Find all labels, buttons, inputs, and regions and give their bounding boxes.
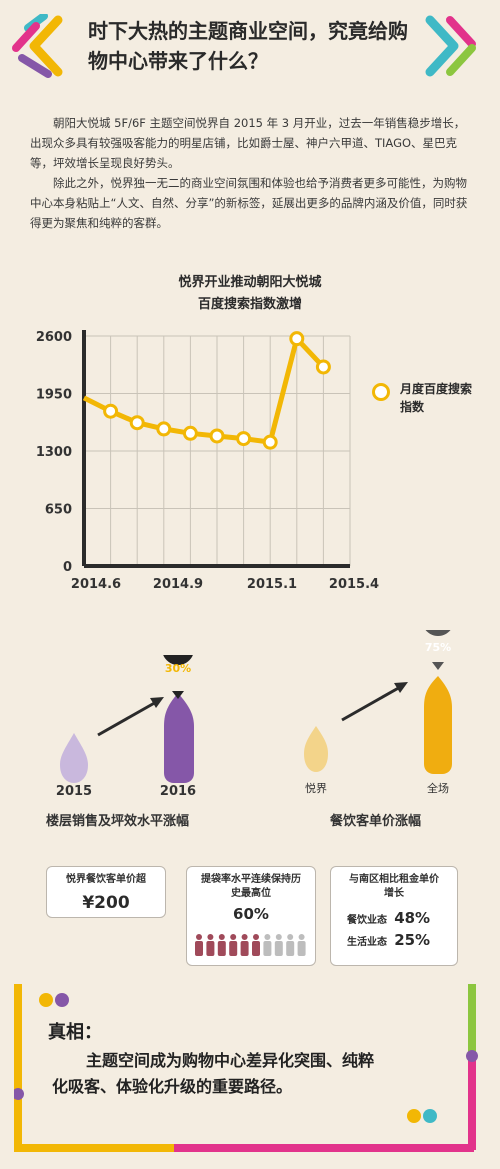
y-tick-label: 2600	[36, 330, 72, 345]
person-icon	[240, 934, 249, 956]
x-tick-label: 2014.6	[71, 577, 121, 592]
rent-row2-label: 生活业态	[347, 937, 387, 948]
person-icon	[297, 934, 306, 956]
data-point	[209, 428, 225, 444]
arrow-head-icon-2	[394, 682, 408, 693]
trend-arrow-2	[341, 684, 403, 722]
person-icon	[252, 934, 260, 956]
truth-text-line-2: 化吸客、体验化升级的重要路径。	[52, 1077, 293, 1096]
growth-comparison-dining	[304, 630, 452, 774]
search-index-line-chart: 0 650 1300 1950 2600 2014.6 2014.9 2015.1 2015.4	[36, 330, 379, 592]
y-tick-label: 650	[45, 503, 72, 518]
label-yuejie: 悦界	[305, 782, 327, 795]
right-chevron-decoration	[425, 15, 476, 77]
intro-text: 朝阳大悦城 5F/6F 主题空间悦界自 2015 年 3 月开业，过去一年销售稳…	[30, 113, 470, 233]
rent-row1-label: 餐饮业态	[347, 915, 387, 926]
stat-box-price-label: 悦界餐饮客单价超	[66, 874, 146, 885]
data-point	[182, 425, 198, 441]
stat-box-bagrate-label: 提袋率水平连续保持历史最高位	[201, 874, 301, 899]
open-quote-icon	[39, 993, 69, 1007]
stat-box-price: 悦界餐饮客单价超 ¥200	[46, 866, 166, 918]
person-icon	[263, 934, 272, 956]
data-point	[236, 431, 252, 447]
series-line	[82, 336, 326, 445]
truth-label: 真相：	[48, 1022, 102, 1043]
data-point	[289, 331, 305, 347]
intro-paragraph-2: 除此之外，悦界独一无二的商业空间氛围和体验也给予消费者更多可能性，为购物中心本身…	[30, 176, 468, 230]
data-point	[262, 434, 278, 450]
badge-75: 75%	[424, 641, 452, 654]
rent-row1-value: 48%	[394, 909, 431, 927]
badge-pin-icon	[163, 655, 193, 665]
person-icon	[274, 934, 283, 956]
drop-yuejie	[304, 726, 328, 772]
stat-box-bagrate: 提袋率水平连续保持历史最高位 60%	[186, 866, 316, 966]
page-title: 时下大热的主题商业空间，究竟给购物中心带来了什么？	[88, 19, 408, 73]
data-point	[103, 403, 119, 419]
badge-pin-icon-2	[425, 630, 451, 636]
growth-comparison-sales	[60, 655, 194, 783]
label-quanchang: 全场	[427, 782, 449, 795]
person-icon	[217, 934, 226, 956]
stat-box-rent-label: 与南区相比租金单价增长	[349, 874, 439, 899]
arrow-head-icon	[150, 697, 164, 708]
legend-marker-icon	[372, 383, 390, 401]
label-2015: 2015	[55, 784, 93, 799]
left-chevron-decoration	[12, 14, 63, 78]
legend-label: 月度百度搜索指数	[400, 382, 473, 414]
data-point	[156, 421, 172, 437]
pill-2016	[164, 693, 194, 783]
data-point	[315, 359, 331, 375]
caption-dining: 餐饮客单价涨幅	[330, 814, 422, 829]
close-quote-icon	[407, 1109, 437, 1123]
y-tick-label: 1950	[36, 388, 72, 403]
x-tick-label: 2014.9	[153, 577, 203, 592]
label-2016: 2016	[159, 784, 197, 799]
people-icons	[195, 934, 306, 956]
person-icon	[229, 934, 238, 956]
chart-title: 悦界开业推动朝阳大悦城 百度搜索指数激增	[178, 275, 322, 312]
x-tick-label: 2015.1	[247, 577, 297, 592]
caption-sales: 楼层销售及坪效水平涨幅	[46, 814, 190, 829]
person-icon	[286, 934, 295, 956]
person-icon	[195, 934, 203, 956]
truth-frame	[14, 984, 478, 1152]
stat-box-rent: 与南区相比租金单价增长 餐饮业态 48% 生活业态 25%	[330, 866, 458, 966]
y-tick-label: 0	[63, 560, 72, 575]
pill-quanchang	[424, 676, 452, 774]
intro-paragraph-1: 朝阳大悦城 5F/6F 主题空间悦界自 2015 年 3 月开业，过去一年销售稳…	[30, 116, 466, 170]
rent-row2-value: 25%	[394, 931, 431, 949]
drop-2015	[60, 733, 88, 783]
x-tick-label: 2015.4	[329, 577, 379, 592]
trend-arrow	[97, 699, 159, 737]
stat-box-bagrate-value: 60%	[233, 905, 269, 923]
truth-text-line-1: 主题空间成为购物中心差异化突围、纯粹	[86, 1051, 375, 1070]
badge-30: 30%	[164, 662, 192, 675]
data-point	[129, 415, 145, 431]
y-tick-label: 1300	[36, 445, 72, 460]
stat-box-price-value: ¥200	[82, 893, 130, 913]
person-icon	[206, 934, 215, 956]
